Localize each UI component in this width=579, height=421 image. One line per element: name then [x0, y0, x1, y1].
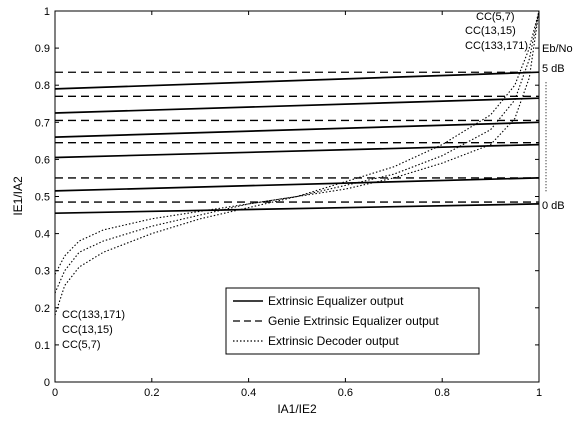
legend-label-genie: Genie Extrinsic Equalizer output [268, 314, 439, 328]
legend: Extrinsic Equalizer output Genie Extrins… [225, 287, 480, 355]
code-labels-top: CC(5,7) CC(13,15) CC(133,171) [465, 11, 528, 52]
y-tick-label-5: 0.5 [35, 192, 50, 204]
y-tick-label-3: 0.3 [35, 266, 50, 278]
legend-label-decoder: Extrinsic Decoder output [268, 334, 399, 348]
decoder-curve-1 [54, 10, 540, 316]
y-tick-label-9: 0.9 [35, 43, 50, 55]
equalizer-curve-6 [54, 71, 540, 90]
code-label-top-3: CC(133,171) [465, 40, 528, 52]
decoder-curve-2 [54, 10, 540, 294]
x-axis-label: IA1/IE2 [277, 402, 317, 416]
y-tick-label-2: 0.2 [35, 303, 50, 315]
y-axis-label: IE1/IA2 [11, 176, 25, 216]
equalizer-curve-1 [54, 203, 540, 215]
y-tick-label-8: 0.8 [35, 80, 50, 92]
equalizer-curve-2 [54, 177, 540, 192]
x-tick-label-4: 0.8 [435, 387, 450, 399]
y-tick-label-4: 0.4 [35, 229, 50, 241]
ebno-labels: Eb/No 5 dB 0 dB [542, 43, 573, 212]
equalizer-curve-3 [54, 143, 540, 159]
ebno-low-label: 0 dB [542, 200, 565, 212]
ebno-high-label: 5 dB [542, 63, 565, 75]
x-tick-label-5: 1 [536, 387, 542, 399]
plot-layer [54, 10, 547, 316]
code-label-bottom-2: CC(13,15) [62, 324, 113, 336]
equalizer-curve-5 [54, 97, 540, 114]
y-tick-label-7: 0.7 [35, 117, 50, 129]
x-tick-label-2: 0.4 [241, 387, 256, 399]
code-label-top-2: CC(13,15) [465, 25, 516, 37]
code-label-bottom-3: CC(5,7) [62, 339, 101, 351]
y-tick-label-0: 0 [44, 377, 50, 389]
ticks-layer: 0 0.2 0.4 0.6 0.8 1 0 0.1 0.2 0.3 0.4 0.5 0.6 0.7 0.8 0… [35, 6, 542, 399]
code-labels-bottom: CC(133,171) CC(13,15) CC(5,7) [62, 309, 125, 351]
ebno-label: Eb/No [542, 43, 573, 55]
y-tick-label-6: 0.6 [35, 154, 50, 166]
code-label-top-1: CC(5,7) [476, 11, 515, 23]
code-label-bottom-1: CC(133,171) [62, 309, 125, 321]
legend-label-equalizer: Extrinsic Equalizer output [268, 294, 404, 308]
x-tick-label-1: 0.2 [144, 387, 159, 399]
equalizer-curve-4 [54, 121, 540, 138]
y-tick-label-10: 1 [44, 6, 50, 18]
x-tick-label-0: 0 [52, 387, 58, 399]
legend-box [225, 287, 480, 355]
x-tick-label-3: 0.6 [338, 387, 353, 399]
y-tick-label-1: 0.1 [35, 340, 50, 352]
